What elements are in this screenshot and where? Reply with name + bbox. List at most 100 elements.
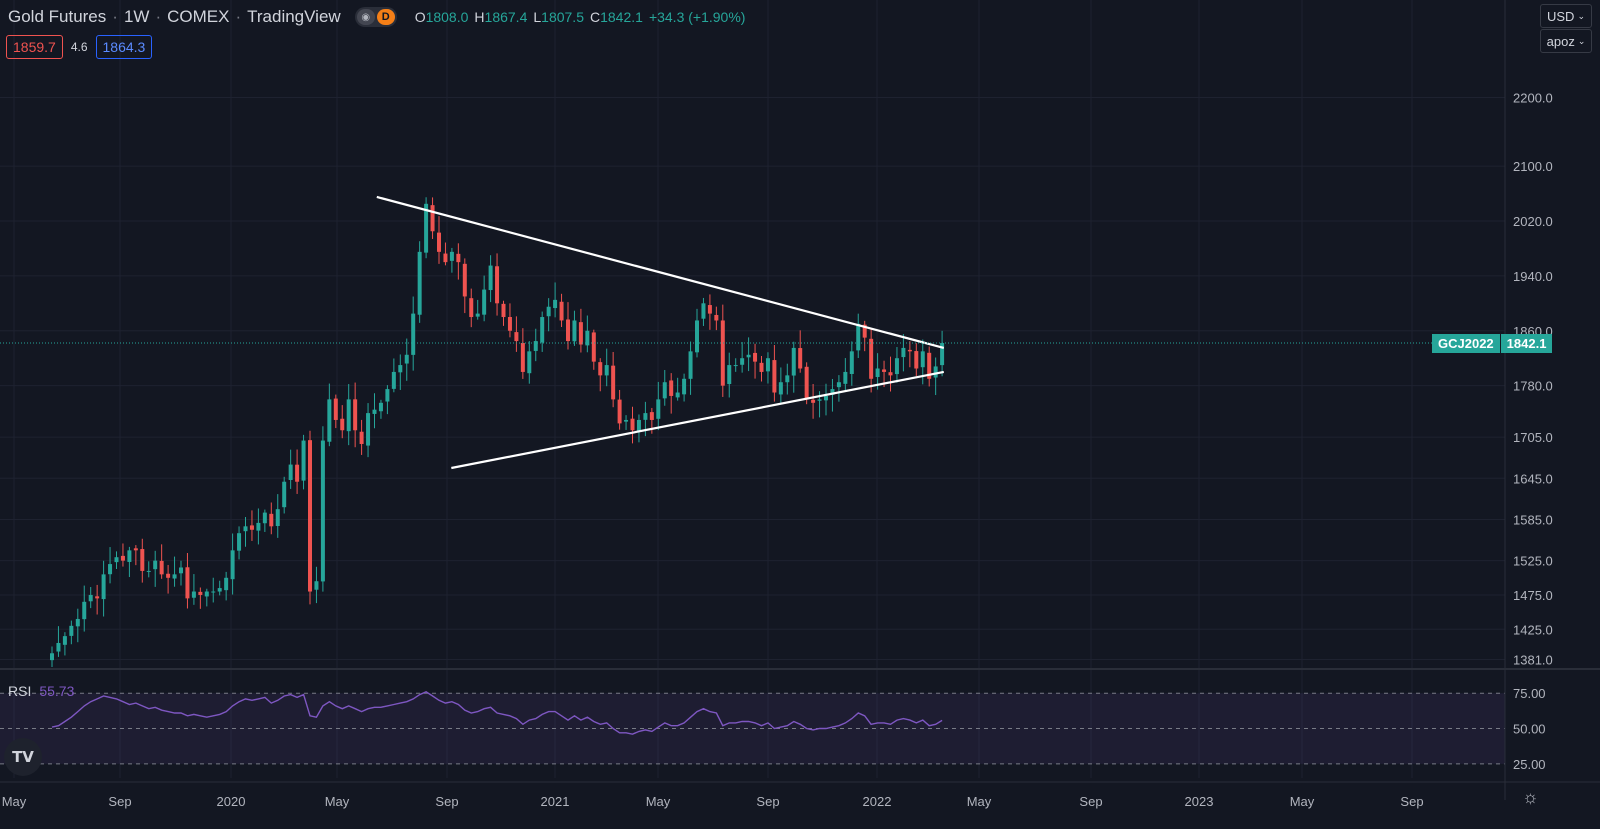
candle-body	[449, 251, 454, 261]
candle-body	[114, 557, 119, 563]
gear-icon[interactable]: ☼	[1522, 787, 1539, 807]
candle-body	[159, 560, 164, 575]
candle-body	[733, 365, 738, 367]
candle-body	[824, 395, 828, 401]
candle-body	[907, 349, 912, 352]
time-tick-label: May	[967, 794, 992, 809]
candle-body	[695, 320, 699, 353]
scale-mode-select[interactable]: apoz ⌄	[1540, 29, 1592, 53]
symbol-price-tag: GCJ2022 1842.1	[1432, 334, 1553, 354]
scale-mode-label: apoz	[1546, 33, 1575, 49]
time-tick-label: 2022	[863, 794, 892, 809]
candle-body	[140, 549, 145, 571]
candle-body	[185, 567, 190, 599]
candle-body	[591, 332, 596, 362]
chevron-down-icon: ⌄	[1577, 10, 1585, 21]
candle-body	[514, 332, 519, 342]
candle-body	[720, 320, 725, 386]
candle-body	[624, 419, 629, 422]
candle-body	[643, 413, 648, 420]
high-value: 1867.4	[484, 9, 528, 25]
price-tick-label: 2100.0	[1513, 159, 1553, 174]
candle-body	[882, 369, 887, 372]
spread-value: 4.6	[70, 40, 88, 54]
sell-button[interactable]: 1859.7	[6, 35, 63, 59]
candle-body	[353, 399, 358, 431]
trendline-lower[interactable]	[451, 370, 945, 470]
time-tick-label: 2023	[1185, 794, 1214, 809]
candle-body	[437, 232, 441, 252]
price-tick-label: 1475.0	[1513, 588, 1553, 603]
close-key: C	[589, 9, 601, 25]
candle-body	[179, 567, 183, 574]
candle-body	[108, 564, 113, 575]
candle-body	[798, 348, 803, 369]
candle-body	[288, 464, 293, 480]
candle-body	[830, 389, 835, 395]
candle-body	[598, 362, 603, 376]
high-key: H	[474, 9, 485, 25]
candle-body	[617, 399, 622, 424]
candle-body	[262, 512, 267, 524]
candle-body	[308, 440, 312, 592]
candle-body	[578, 322, 583, 345]
candle-body	[701, 303, 706, 319]
candle-body	[772, 360, 777, 393]
candle-body	[527, 351, 532, 374]
candle-body	[682, 378, 687, 395]
candle-body	[50, 653, 54, 661]
candle-body	[256, 522, 261, 531]
candle-body	[482, 289, 487, 315]
candle-body	[69, 625, 74, 636]
candle-body	[888, 372, 893, 376]
trendline-upper[interactable]	[376, 195, 945, 349]
rsi-legend[interactable]: RSI 55.73	[8, 683, 74, 699]
interval-label[interactable]: 1W	[123, 7, 150, 26]
candle-body	[398, 365, 403, 373]
buy-button[interactable]: 1864.3	[95, 35, 153, 59]
candle-body	[727, 365, 732, 385]
candle-body	[495, 266, 500, 304]
time-tick-label: Sep	[1079, 794, 1102, 809]
source-label: TradingView	[247, 7, 341, 26]
time-axis[interactable]: May Sep 2020 May Sep 2021 May Sep 2022 May Sep 2023…	[0, 781, 1600, 809]
exchange-label: COMEX	[167, 7, 230, 26]
candle-body	[333, 398, 338, 420]
price-tick-label: 2020.0	[1513, 214, 1553, 229]
time-tick-label: 2021	[541, 794, 570, 809]
candle-body	[785, 375, 790, 383]
candle-body	[862, 324, 867, 338]
price-tick-label: 1940.0	[1513, 269, 1553, 284]
candle-body	[572, 320, 577, 342]
candle-body	[378, 402, 383, 412]
candle-body	[269, 513, 274, 527]
candle-body	[746, 354, 751, 358]
candle-body	[849, 351, 854, 374]
candle-body	[75, 618, 80, 627]
candle-body	[120, 555, 125, 561]
candle-body	[327, 399, 332, 442]
time-tick-label: May	[2, 794, 27, 809]
market-status-toggle[interactable]: ◉ D	[354, 7, 397, 27]
candle-body	[340, 418, 345, 431]
candle-body	[920, 351, 925, 368]
candle-body	[933, 366, 938, 378]
trendlines[interactable]	[376, 195, 945, 470]
price-axis[interactable]: 2200.02100.02020.01940.01860.01780.01705…	[1504, 0, 1553, 800]
candle-body	[372, 409, 377, 414]
candle-body	[533, 341, 538, 351]
candle-body	[101, 574, 106, 600]
symbol-title[interactable]: Gold Futures	[8, 7, 107, 26]
time-tick-label: Sep	[108, 794, 131, 809]
candle-body	[765, 358, 770, 372]
grid-lines	[0, 0, 1505, 778]
candle-body	[443, 253, 448, 263]
currency-select[interactable]: USD ⌄	[1540, 4, 1592, 28]
candle-body	[817, 399, 822, 401]
close-value: 1842.1	[600, 9, 643, 25]
candle-body	[836, 382, 841, 388]
tradingview-logo[interactable]: TV	[4, 738, 42, 776]
price-tick-label: 2200.0	[1513, 90, 1553, 105]
candle-body	[507, 317, 512, 331]
